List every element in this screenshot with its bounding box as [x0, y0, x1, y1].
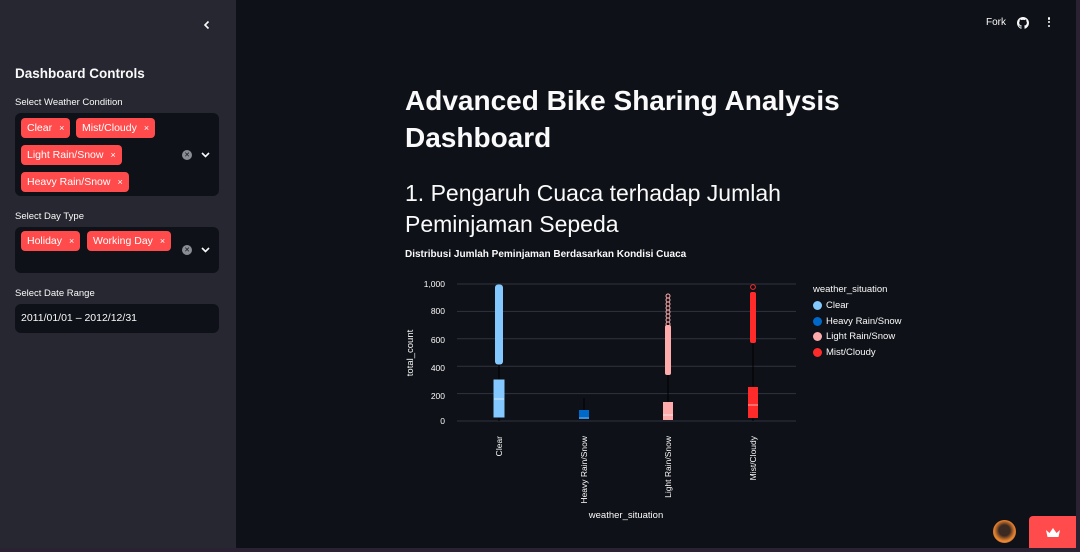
date-range-input[interactable]: 2011/01/01 – 2012/12/31: [15, 304, 219, 333]
legend-marker-icon: [813, 332, 822, 342]
sidebar-title: Dashboard Controls: [15, 66, 145, 81]
day-filter-label: Select Day Type: [15, 211, 85, 222]
tag-light-rain-snow[interactable]: Light Rain/Snow ×: [21, 145, 122, 165]
chevron-down-icon[interactable]: [200, 150, 210, 160]
box-heavy-rain-snow: [579, 398, 589, 419]
tag-mist-cloudy[interactable]: Mist/Cloudy ×: [76, 118, 156, 138]
page-title: Advanced Bike Sharing Analysis Dashboard: [405, 85, 840, 153]
date-filter-label: Select Date Range: [15, 288, 95, 299]
remove-tag-icon[interactable]: ×: [59, 123, 65, 133]
legend-marker-icon: [813, 301, 822, 311]
svg-text:800: 800: [431, 306, 445, 316]
remove-tag-icon[interactable]: ×: [117, 177, 123, 187]
box-mist-cloudy: [748, 284, 758, 421]
box-light-rain-snow: [663, 293, 673, 420]
tag-heavy-rain-snow[interactable]: Heavy Rain/Snow ×: [21, 172, 129, 192]
legend-item-clear[interactable]: Clear: [813, 298, 902, 314]
remove-tag-icon[interactable]: ×: [143, 123, 150, 133]
svg-text:0: 0: [440, 416, 445, 426]
svg-text:1,000: 1,000: [424, 279, 446, 289]
tag-clear[interactable]: Clear ×: [21, 118, 71, 138]
svg-text:Mist/Cloudy: Mist/Cloudy: [748, 435, 758, 480]
svg-text:200: 200: [431, 391, 445, 401]
box-plot-chart[interactable]: 0 200 400 600 800 1,000 total_count: [395, 270, 915, 530]
legend-item-mist-cloudy[interactable]: Mist/Cloudy: [813, 345, 902, 361]
day-type-multiselect[interactable]: Holiday × Working Day × ✕: [15, 227, 219, 273]
y-axis-label: total_count: [405, 329, 416, 376]
svg-text:Heavy Rain/Snow: Heavy Rain/Snow: [579, 435, 589, 503]
streamlit-crown-button[interactable]: [1029, 516, 1076, 548]
remove-tag-icon[interactable]: ×: [110, 150, 116, 160]
tag-holiday[interactable]: Holiday ×: [21, 231, 81, 251]
svg-text:Clear: Clear: [494, 436, 504, 456]
chart-legend: weather_situation Clear Heavy Rain/Snow …: [813, 284, 902, 360]
kebab-menu-icon[interactable]: [1044, 15, 1054, 29]
remove-tag-icon[interactable]: ×: [69, 236, 75, 246]
collapse-sidebar-button[interactable]: [198, 16, 216, 34]
remove-tag-icon[interactable]: ×: [159, 236, 166, 246]
chevron-left-icon: [203, 20, 210, 30]
svg-text:600: 600: [431, 335, 445, 345]
svg-text:400: 400: [431, 363, 445, 373]
crown-icon: [1045, 527, 1060, 537]
legend-marker-icon: [813, 347, 822, 357]
clear-all-icon[interactable]: ✕: [182, 245, 192, 255]
legend-title: weather_situation: [813, 284, 888, 295]
weather-multiselect[interactable]: Clear × Mist/Cloudy × Light Rain/Snow × Hea…: [15, 113, 219, 196]
weather-filter-label: Select Weather Condition: [15, 97, 123, 108]
chevron-down-icon[interactable]: [200, 245, 210, 255]
box-clear: [493, 284, 505, 421]
gridlines: [457, 283, 796, 422]
chart-title: Distribusi Jumlah Peminjaman Berdasarkan…: [405, 249, 687, 260]
fork-button[interactable]: Fork: [986, 17, 1006, 28]
sidebar: Dashboard Controls Select Weather Condit…: [0, 0, 236, 548]
legend-marker-icon: [813, 316, 822, 326]
section-title: 1. Pengaruh Cuaca terhadap Jumlah Peminj…: [405, 180, 781, 237]
x-axis-label: weather_situation: [588, 510, 663, 521]
svg-text:Light Rain/Snow: Light Rain/Snow: [663, 435, 673, 498]
clear-all-icon[interactable]: ✕: [182, 150, 192, 160]
legend-item-light-rain-snow[interactable]: Light Rain/Snow: [813, 329, 902, 345]
x-tick-labels: Clear Heavy Rain/Snow Light Rain/Snow Mi…: [494, 435, 758, 503]
legend-item-heavy-rain-snow[interactable]: Heavy Rain/Snow: [813, 314, 902, 330]
user-avatar[interactable]: [993, 520, 1016, 543]
tag-working-day[interactable]: Working Day ×: [87, 231, 172, 251]
github-icon[interactable]: [1017, 16, 1029, 29]
y-tick-labels: 0 200 400 600 800 1,000: [424, 279, 446, 426]
